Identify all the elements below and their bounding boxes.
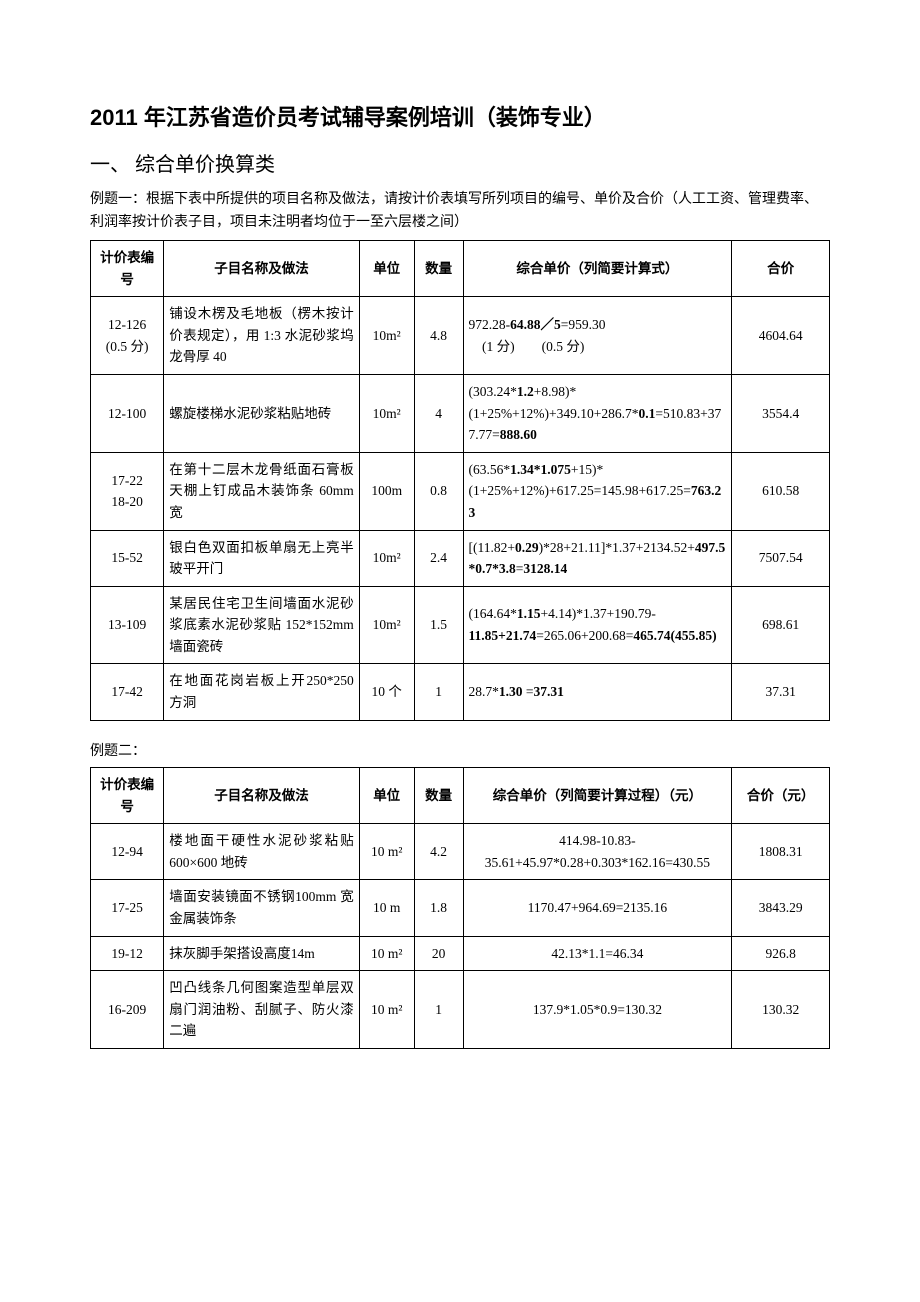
table-row: 16-209凹凸线条几何图案造型单层双扇门润油粉、刮腻子、防火漆二遍10 m²1… — [91, 971, 830, 1049]
cell-id: 12-94 — [91, 824, 164, 880]
table-row: 17-25墙面安装镜面不锈钢100mm 宽金属装饰条10 m1.81170.47… — [91, 880, 830, 936]
cell-calc: 28.7*1.30 =37.31 — [463, 664, 732, 720]
cell-qty: 1.8 — [414, 880, 463, 936]
table-row: 17-42在地面花岗岩板上开250*250 方洞10 个128.7*1.30 =… — [91, 664, 830, 720]
cell-qty: 1 — [414, 971, 463, 1049]
cell-qty: 0.8 — [414, 452, 463, 530]
cell-qty: 20 — [414, 936, 463, 971]
cell-calc: 42.13*1.1=46.34 — [463, 936, 732, 971]
cell-name: 楼地面干硬性水泥砂浆粘贴 600×600 地砖 — [164, 824, 359, 880]
cell-qty: 1.5 — [414, 586, 463, 664]
table-row: 12-126(0.5 分)铺设木楞及毛地板（楞木按计价表规定），用 1:3 水泥… — [91, 297, 830, 375]
cell-name: 某居民住宅卫生间墙面水泥砂浆底素水泥砂浆贴 152*152mm 墙面瓷砖 — [164, 586, 359, 664]
cell-name: 螺旋楼梯水泥砂浆粘贴地砖 — [164, 374, 359, 452]
cell-qty: 1 — [414, 664, 463, 720]
cell-calc: (164.64*1.15+4.14)*1.37+190.79-11.85+21.… — [463, 586, 732, 664]
cell-total: 926.8 — [732, 936, 830, 971]
cell-total: 3554.4 — [732, 374, 830, 452]
cell-name: 银白色双面扣板单扇无上亮半玻平开门 — [164, 530, 359, 586]
cell-unit: 10 m² — [359, 824, 414, 880]
cell-id: 17-25 — [91, 880, 164, 936]
cell-name: 在地面花岗岩板上开250*250 方洞 — [164, 664, 359, 720]
th-name: 子目名称及做法 — [164, 240, 359, 296]
cell-unit: 100m — [359, 452, 414, 530]
table-row: 13-109某居民住宅卫生间墙面水泥砂浆底素水泥砂浆贴 152*152mm 墙面… — [91, 586, 830, 664]
cell-qty: 2.4 — [414, 530, 463, 586]
th-unit: 单位 — [359, 240, 414, 296]
table-1: 计价表编号 子目名称及做法 单位 数量 综合单价（列简要计算式） 合价 12-1… — [90, 240, 830, 721]
cell-name: 抹灰脚手架搭设高度14m — [164, 936, 359, 971]
th-id: 计价表编号 — [91, 240, 164, 296]
cell-unit: 10 m — [359, 880, 414, 936]
cell-id: 17-2218-20 — [91, 452, 164, 530]
table-row: 12-94楼地面干硬性水泥砂浆粘贴 600×600 地砖10 m²4.2414.… — [91, 824, 830, 880]
th-calc: 综合单价（列简要计算式） — [463, 240, 732, 296]
cell-qty: 4.8 — [414, 297, 463, 375]
th-qty: 数量 — [414, 768, 463, 824]
cell-calc: (63.56*1.34*1.075+15)*(1+25%+12%)+617.25… — [463, 452, 732, 530]
table-header-row: 计价表编号 子目名称及做法 单位 数量 综合单价（列简要计算式） 合价 — [91, 240, 830, 296]
cell-unit: 10m² — [359, 586, 414, 664]
cell-total: 7507.54 — [732, 530, 830, 586]
cell-total: 37.31 — [732, 664, 830, 720]
cell-qty: 4.2 — [414, 824, 463, 880]
cell-calc: 414.98-10.83-35.61+45.97*0.28+0.303*162.… — [463, 824, 732, 880]
cell-unit: 10m² — [359, 297, 414, 375]
cell-name: 墙面安装镜面不锈钢100mm 宽金属装饰条 — [164, 880, 359, 936]
page-title: 2011 年江苏省造价员考试辅导案例培训（装饰专业） — [90, 100, 830, 135]
cell-total: 698.61 — [732, 586, 830, 664]
th-total: 合价（元） — [732, 768, 830, 824]
cell-name: 铺设木楞及毛地板（楞木按计价表规定），用 1:3 水泥砂浆坞龙骨厚 40 — [164, 297, 359, 375]
cell-id: 13-109 — [91, 586, 164, 664]
table-row: 12-100螺旋楼梯水泥砂浆粘贴地砖10m²4(303.24*1.2+8.98)… — [91, 374, 830, 452]
table1-body: 12-126(0.5 分)铺设木楞及毛地板（楞木按计价表规定），用 1:3 水泥… — [91, 297, 830, 721]
th-id: 计价表编号 — [91, 768, 164, 824]
cell-name: 凹凸线条几何图案造型单层双扇门润油粉、刮腻子、防火漆二遍 — [164, 971, 359, 1049]
table-header-row: 计价表编号 子目名称及做法 单位 数量 综合单价（列简要计算过程）（元） 合价（… — [91, 768, 830, 824]
cell-total: 1808.31 — [732, 824, 830, 880]
table-2: 计价表编号 子目名称及做法 单位 数量 综合单价（列简要计算过程）（元） 合价（… — [90, 767, 830, 1049]
cell-unit: 10 m² — [359, 971, 414, 1049]
cell-id: 12-100 — [91, 374, 164, 452]
cell-total: 610.58 — [732, 452, 830, 530]
section-heading: 一、 综合单价换算类 — [90, 149, 830, 181]
table-row: 19-12抹灰脚手架搭设高度14m10 m²2042.13*1.1=46.349… — [91, 936, 830, 971]
cell-name: 在第十二层木龙骨纸面石膏板天棚上钉成品木装饰条 60mm 宽 — [164, 452, 359, 530]
cell-calc: 137.9*1.05*0.9=130.32 — [463, 971, 732, 1049]
table2-body: 12-94楼地面干硬性水泥砂浆粘贴 600×600 地砖10 m²4.2414.… — [91, 824, 830, 1049]
cell-qty: 4 — [414, 374, 463, 452]
cell-calc: (303.24*1.2+8.98)*(1+25%+12%)+349.10+286… — [463, 374, 732, 452]
cell-calc: 1170.47+964.69=2135.16 — [463, 880, 732, 936]
table-row: 17-2218-20在第十二层木龙骨纸面石膏板天棚上钉成品木装饰条 60mm 宽… — [91, 452, 830, 530]
cell-unit: 10m² — [359, 374, 414, 452]
cell-calc: 972.28-64.88／5=959.30 (1 分) (0.5 分) — [463, 297, 732, 375]
cell-id: 15-52 — [91, 530, 164, 586]
cell-id: 12-126(0.5 分) — [91, 297, 164, 375]
example2-label: 例题二： — [90, 741, 830, 763]
table-row: 15-52银白色双面扣板单扇无上亮半玻平开门10m²2.4[(11.82+0.2… — [91, 530, 830, 586]
cell-id: 16-209 — [91, 971, 164, 1049]
th-total: 合价 — [732, 240, 830, 296]
cell-id: 17-42 — [91, 664, 164, 720]
example1-intro: 例题一：根据下表中所提供的项目名称及做法，请按计价表填写所列项目的编号、单价及合… — [90, 189, 830, 234]
th-calc: 综合单价（列简要计算过程）（元） — [463, 768, 732, 824]
th-name: 子目名称及做法 — [164, 768, 359, 824]
cell-total: 3843.29 — [732, 880, 830, 936]
cell-total: 130.32 — [732, 971, 830, 1049]
th-qty: 数量 — [414, 240, 463, 296]
cell-total: 4604.64 — [732, 297, 830, 375]
cell-id: 19-12 — [91, 936, 164, 971]
cell-unit: 10 个 — [359, 664, 414, 720]
cell-calc: [(11.82+0.29)*28+21.11]*1.37+2134.52+497… — [463, 530, 732, 586]
cell-unit: 10 m² — [359, 936, 414, 971]
th-unit: 单位 — [359, 768, 414, 824]
cell-unit: 10m² — [359, 530, 414, 586]
